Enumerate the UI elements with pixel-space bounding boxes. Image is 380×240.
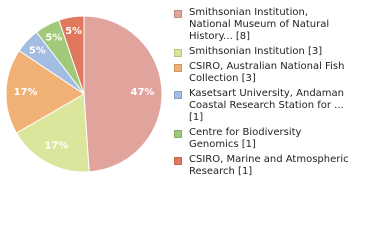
pie-slice (5, 49, 85, 134)
legend-swatch (174, 49, 182, 57)
pie-slice (58, 15, 85, 95)
legend-label: Smithsonian Institution [3] (189, 46, 323, 57)
legend-item: Smithsonian Institution [3] (174, 46, 374, 58)
legend-item: Centre for Biodiversity Genomics [1] (174, 127, 374, 151)
legend-label: Centre for Biodiversity Genomics [1] (189, 127, 302, 150)
legend-swatch (174, 157, 182, 165)
legend-label: CSIRO, Australian National Fish Collecti… (189, 61, 345, 84)
legend-label: Smithsonian Institution, National Museum… (189, 7, 330, 42)
slice-label: 5% (29, 45, 46, 56)
slice-label: 47% (130, 87, 154, 98)
pie-slice (83, 15, 163, 173)
legend-swatch (174, 64, 182, 72)
slice-label: 5% (65, 26, 82, 37)
legend-label: Kasetsart University, Andaman Coastal Re… (189, 88, 345, 123)
legend-swatch (174, 130, 182, 138)
chart: 47%17%17%5%5%5% (5, 15, 163, 173)
legend-swatch (174, 91, 182, 99)
legend-item: Kasetsart University, Andaman Coastal Re… (174, 88, 374, 124)
slice-label: 17% (44, 141, 68, 152)
slice-label: 5% (45, 33, 62, 44)
legend-item: Smithsonian Institution, National Museum… (174, 7, 374, 43)
legend-swatch (174, 10, 182, 18)
slice-label: 17% (14, 87, 38, 98)
pie-slice (15, 93, 90, 173)
legend: Smithsonian Institution, National Museum… (174, 7, 374, 178)
legend-label: CSIRO, Marine and Atmospheric Research [… (189, 154, 349, 177)
legend-item: CSIRO, Marine and Atmospheric Research [… (174, 154, 374, 178)
legend-item: CSIRO, Australian National Fish Collecti… (174, 61, 374, 85)
